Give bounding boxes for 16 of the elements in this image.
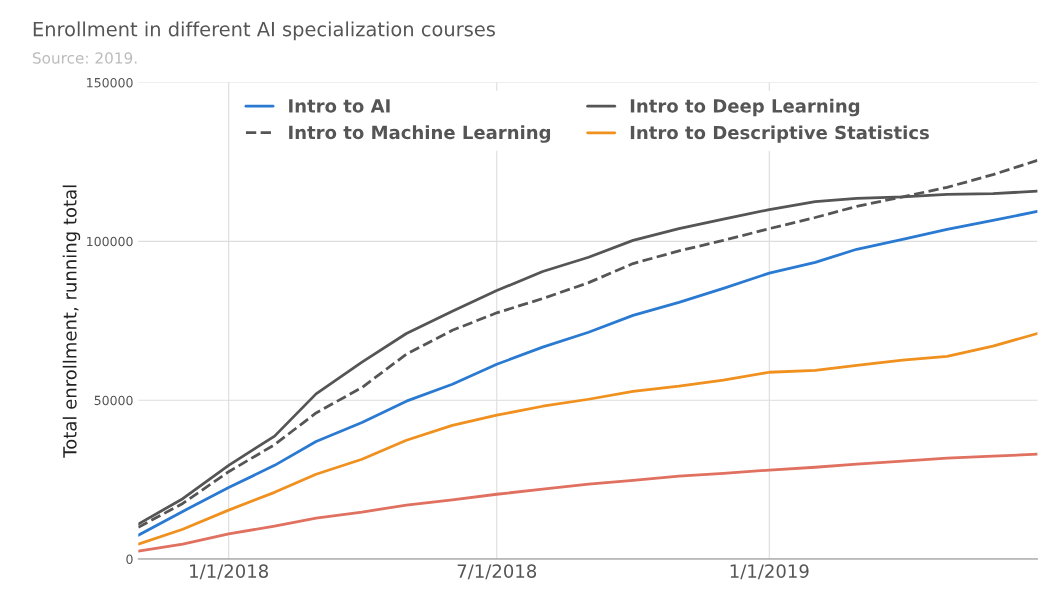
y-tick-label: 0 [126,554,133,564]
x-tick-label: 1/1/2018 [190,564,268,580]
legend-label: Intro to Machine Learning [289,125,551,143]
x-tick-label: 7/1/2018 [457,564,537,580]
y-tick-label: 50000 [94,395,133,406]
y-tick-label: 150000 [87,77,133,88]
y-tick-label: 100000 [87,236,133,247]
legend-label: Intro to Deep Learning [630,98,860,117]
line-series [138,332,1038,546]
chart-subtitle: Source: 2019. [32,52,137,64]
legend-label: Intro to AI [289,99,390,113]
chart-title: Enrollment in different AI specialization courses [33,21,495,41]
y-axis-title: Total enrollment, running total [62,185,81,458]
x-tick-label: 1/1/2019 [730,564,809,580]
legend-label: Intro to Descriptive Statistics [630,125,929,143]
line-series [138,452,1038,553]
